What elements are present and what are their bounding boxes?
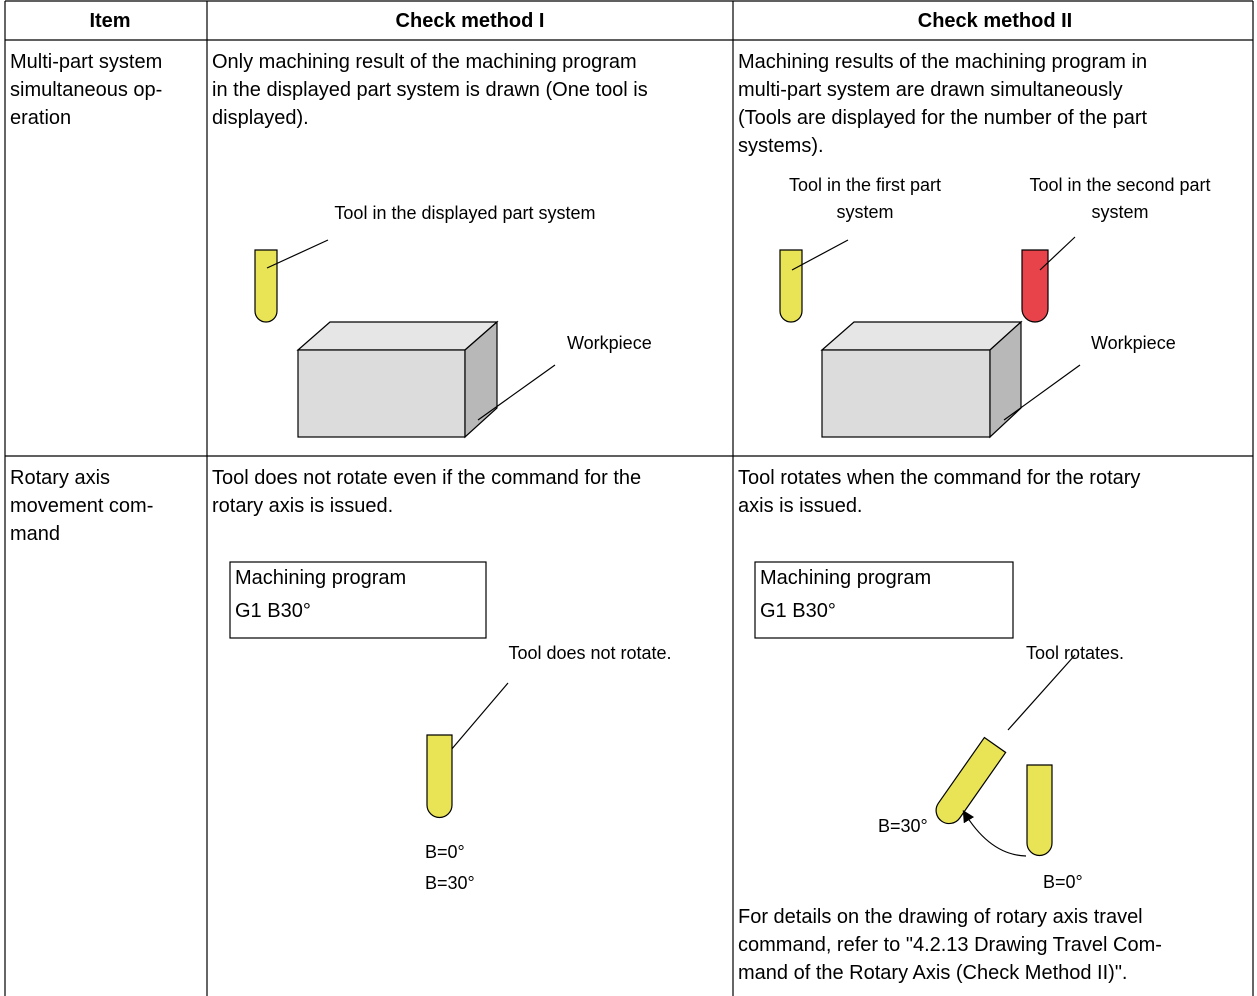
leader	[791, 239, 849, 271]
header-cell: Item	[89, 10, 130, 32]
figure-label: Tool rotates.	[1026, 643, 1124, 663]
header-cell: Check method II	[918, 10, 1072, 32]
figure-label: Tool does not rotate.	[508, 643, 671, 663]
table-rules	[4, 0, 1254, 996]
rotation-arrow	[962, 809, 1027, 857]
figure-label: Tool in the displayed part system	[334, 203, 595, 223]
program-box	[229, 561, 487, 639]
tool-icon	[1021, 249, 1049, 323]
cell-text: rotary axis is issued.	[212, 495, 393, 517]
note: For details on the drawing of rotary axi…	[738, 906, 1143, 928]
program-text: Machining program	[235, 567, 406, 589]
program-text: G1 B30°	[235, 600, 311, 622]
cell-text: Only machining result of the machining p…	[212, 51, 637, 73]
cell-text: axis is issued.	[738, 495, 863, 517]
item: eration	[10, 107, 71, 129]
workpiece-icon	[296, 320, 499, 439]
header-cell: Check method I	[396, 10, 545, 32]
figure-label: Tool in the first part	[789, 175, 941, 195]
item: Multi-part system	[10, 51, 162, 73]
cell-text: (Tools are displayed for the number of t…	[738, 107, 1148, 129]
tool-icon	[1026, 764, 1053, 857]
figure-label: Tool in the second part	[1029, 175, 1210, 195]
note: command, refer to "4.2.13 Drawing Travel…	[738, 934, 1162, 956]
program-text: G1 B30°	[760, 600, 836, 622]
cell-text: Machining results of the machining progr…	[738, 51, 1147, 73]
tool-icon	[779, 249, 803, 323]
figure-label: Workpiece	[1091, 333, 1176, 353]
figure-label: B=30°	[878, 816, 928, 836]
item: Rotary axis	[10, 467, 110, 489]
figure-label: Workpiece	[567, 333, 652, 353]
cell-text: Tool does not rotate even if the command…	[212, 467, 641, 489]
leader	[1003, 364, 1081, 421]
cell-text: displayed).	[212, 107, 309, 129]
cell-text: multi-part system are drawn simultaneous…	[738, 79, 1123, 101]
figure-label: system	[836, 202, 893, 222]
leader	[1007, 654, 1076, 731]
item: mand	[10, 523, 60, 545]
figure-label: B=30°	[425, 873, 475, 893]
leader	[444, 682, 509, 758]
leader	[477, 364, 556, 421]
note: mand of the Rotary Axis (Check Method II…	[738, 962, 1127, 984]
cell-text: Tool rotates when the command for the ro…	[738, 467, 1140, 489]
figure-label: B=0°	[1043, 872, 1083, 892]
program-box	[754, 561, 1014, 639]
program-text: Machining program	[760, 567, 931, 589]
workpiece-icon	[820, 320, 1023, 439]
item: simultaneous op-	[10, 79, 162, 101]
tool-icon	[254, 249, 278, 323]
cell-text: in the displayed part system is drawn (O…	[212, 79, 648, 101]
figure-label: B=0°	[425, 842, 465, 862]
tool-icon	[426, 734, 453, 819]
figure-label: system	[1091, 202, 1148, 222]
leader	[266, 239, 329, 269]
cell-text: systems).	[738, 135, 824, 157]
leader	[1039, 236, 1076, 271]
tool-icon	[935, 736, 1007, 825]
item: movement com-	[10, 495, 153, 517]
